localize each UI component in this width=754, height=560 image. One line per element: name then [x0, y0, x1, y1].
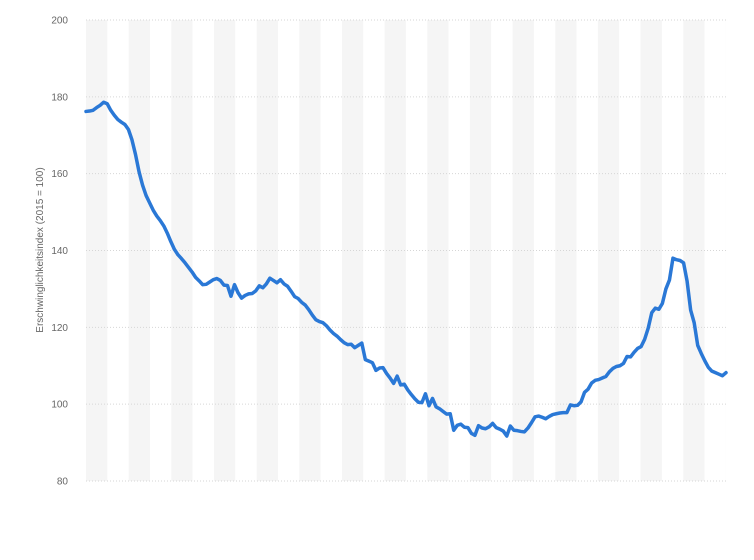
alternating-background-bands [86, 20, 726, 481]
y-tick-label: 80 [57, 477, 69, 488]
background-band [128, 20, 150, 481]
background-band [661, 20, 684, 481]
background-band [171, 20, 193, 481]
background-band [704, 20, 726, 481]
background-band [640, 20, 662, 481]
y-axis-label: Erschwinglichkeitsindex (2015 = 100) [35, 167, 46, 332]
series-line [84, 100, 728, 438]
background-band [448, 20, 470, 481]
background-band [469, 20, 492, 481]
background-band [277, 20, 300, 481]
y-axis-tick-labels: 80 100 120 140 160 180 200 [51, 16, 68, 488]
background-band [533, 20, 556, 481]
background-band [491, 20, 513, 481]
background-band [363, 20, 385, 481]
background-band [149, 20, 172, 481]
y-tick-label: 120 [51, 323, 68, 334]
y-tick-label: 100 [51, 400, 68, 411]
background-band [107, 20, 129, 481]
background-band [683, 20, 705, 481]
y-tick-label: 160 [51, 169, 68, 180]
y-tick-label: 180 [51, 92, 68, 103]
background-band [341, 20, 364, 481]
background-band [320, 20, 342, 481]
background-band [299, 20, 321, 481]
background-band [555, 20, 577, 481]
y-tick-label: 140 [51, 246, 68, 257]
background-band [86, 20, 108, 481]
background-band [512, 20, 534, 481]
background-band [256, 20, 278, 481]
y-tick-label: 200 [51, 16, 68, 27]
series-group [84, 100, 728, 438]
